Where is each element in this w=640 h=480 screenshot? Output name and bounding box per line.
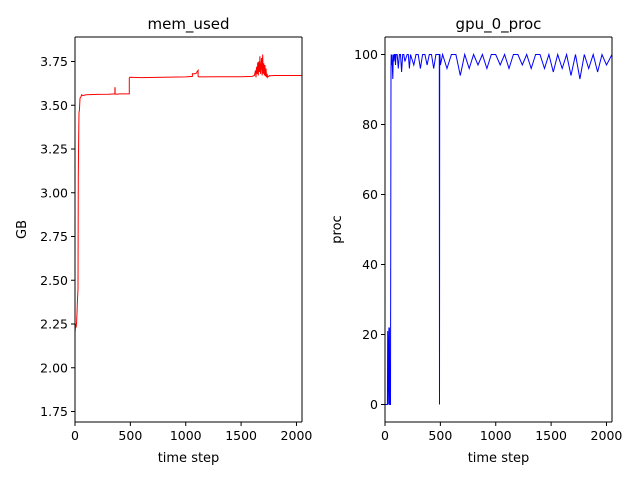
mem-used-ytick-label: 3.00 (40, 185, 68, 200)
gpu-proc-ytick-label: 80 (362, 117, 378, 132)
mem-used-xtick-label: 0 (71, 428, 79, 443)
mem-used-series-line (74, 54, 302, 333)
gpu-proc-ytick-label: 0 (370, 397, 378, 412)
mem-used-ytick-label: 2.25 (40, 317, 68, 332)
gpu-proc-ytick-label: 60 (362, 187, 378, 202)
mem-used-ytick-label: 2.75 (40, 229, 68, 244)
gpu-proc-ylabel: proc (330, 215, 345, 243)
mem-used-title: mem_used (147, 15, 229, 34)
mem-used-ytick-label: 3.75 (40, 54, 68, 69)
gpu-proc-ytick-label: 40 (362, 257, 378, 272)
mem-used-ytick-label: 3.25 (40, 142, 68, 157)
mem-used-xtick-label: 1500 (225, 428, 257, 443)
gpu-proc-xtick-label: 1500 (535, 428, 567, 443)
gpu-proc-xtick-label: 1000 (480, 428, 512, 443)
gpu-proc-xtick-label: 500 (428, 428, 452, 443)
mem-used-xtick-label: 2000 (281, 428, 313, 443)
mem-used-ytick-label: 2.50 (40, 273, 68, 288)
gpu-proc-xtick-label: 2000 (591, 428, 623, 443)
gpu-proc-panel: 0 500 1000 1500 2000 0 20 40 60 80 100 gpu_0_procti… (330, 15, 622, 466)
mem-used-panel: 0 500 1000 1500 2000 1.75 2.00 2.25 2.50 2.75 3.00… (15, 15, 312, 466)
mem-used-xlabel: time step (158, 451, 220, 466)
mem-used-ytick-label: 2.00 (40, 360, 68, 375)
gpu-proc-title: gpu_0_proc (456, 15, 542, 34)
gpu-proc-xlabel: time step (468, 451, 530, 466)
mem-used-xtick-label: 500 (118, 428, 142, 443)
gpu-proc-xtick-label: 0 (381, 428, 389, 443)
gpu-proc-ytick-label: 20 (362, 327, 378, 342)
mem-used-ylabel: GB (15, 220, 30, 239)
mem-used-ytick-label: 3.50 (40, 98, 68, 113)
mem-used-ytick-label: 1.75 (40, 404, 68, 419)
gpu-proc-ytick-label: 100 (354, 47, 378, 62)
gpu-proc-series-line (385, 52, 613, 405)
mem-used-xtick-label: 1000 (170, 428, 202, 443)
